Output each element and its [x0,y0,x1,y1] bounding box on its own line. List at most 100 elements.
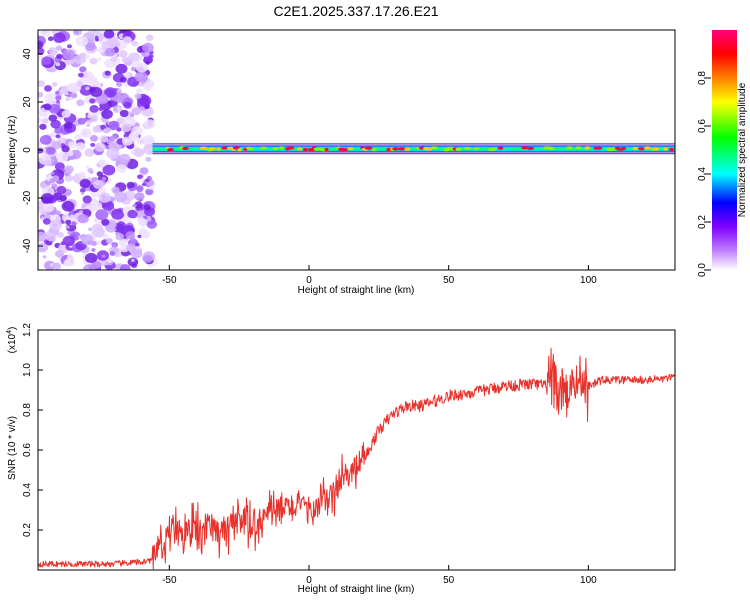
heatmap-noise-cell [101,254,106,258]
heatmap-noise-cell [55,152,69,163]
y-tick-label: 0.6 [22,443,33,457]
heatmap-noise-cell [67,230,72,235]
heatmap-noise-cell [98,192,112,203]
heatmap-signal-cell [632,147,639,151]
snr-x-axis-label: Height of straight line (km) [298,584,415,595]
heatmap-noise-cell [140,178,144,182]
heatmap-noise-cell [143,204,151,211]
heatmap-noise-cell [109,135,116,142]
heatmap-noise-cell [138,55,144,61]
heatmap-noise-cell [84,148,95,157]
heatmap-noise-cell [127,209,138,219]
colorbar-tick-label: 0.6 [697,119,708,133]
heatmap-signal-cell [492,147,497,151]
heatmap-noise-cell [119,238,128,247]
colorbar-tick-label: 0.0 [697,263,708,277]
spectrogram-heatmap [38,30,675,270]
heatmap-noise-cell [73,54,87,65]
heatmap-noise-cell [90,142,96,147]
heatmap-noise-cell [41,118,49,124]
heatmap-noise-cell [121,56,130,64]
heatmap-noise-cell [98,33,105,40]
heatmap-noise-cell [102,164,116,176]
heatmap-noise-cell [77,214,89,224]
heatmap-noise-cell [125,73,130,77]
heatmap-signal-cell [548,147,555,151]
heatmap-noise-cell [130,113,134,117]
y-tick-label: -20 [22,190,33,205]
heatmap-noise-cell [82,195,92,204]
heatmap-noise-cell [43,159,53,167]
heatmap-noise-cell [138,95,152,107]
heatmap-signal-cell [455,147,462,151]
heatmap-noise-cell [145,188,154,196]
heatmap-band [152,147,675,151]
heatmap-noise-cell [50,119,61,129]
heatmap-noise-cell [62,235,75,247]
heatmap-noise-cell [130,66,137,72]
heatmap-noise-cell [61,145,70,153]
snr-x-ticks: -50 0 50 100 [162,565,597,586]
heatmap-noise-cell [92,179,104,189]
heatmap-noise-cell [38,40,44,50]
heatmap-noise-cell [123,101,132,109]
x-tick-label: 100 [580,575,597,586]
heatmap-noise-cell [106,147,120,159]
heatmap-noise-cell [92,227,105,238]
heatmap-noise-cell [136,185,144,192]
heatmap-signal-cell [404,147,411,151]
heatmap-noise-cell [131,60,142,68]
heatmap-noise-cell [55,95,62,101]
heatmap-noise-cell [99,160,107,167]
heatmap-noise-cell [145,156,152,162]
heatmap-signal-cell [297,147,302,151]
heatmap-signal-cell [167,148,174,152]
heatmap-signal-cell [347,147,354,151]
heatmap-noise-cell [85,86,90,91]
heatmap-signal-cell [620,146,627,151]
heatmap-noise-cell [64,172,70,177]
heatmap-noise-cell [38,80,46,87]
heatmap-noise-cell [38,231,47,242]
heatmap-noise-cell [71,221,77,226]
heatmap-noise-cell [97,49,102,53]
x-tick-label: 50 [443,575,455,586]
heatmap-noise-cell [89,135,99,142]
heatmap-noise-cell [61,110,71,118]
heatmap-noise-cell [138,227,147,236]
heatmap-noise-cell [75,36,88,47]
heatmap-noise-cell [148,54,154,59]
heatmap-noise-cell [133,147,145,158]
heatmap-noise-cell [145,60,151,65]
heatmap-noise-cell [90,201,103,211]
x-tick-label: 50 [443,275,455,286]
heatmap-noise-cell [47,36,54,41]
heatmap-noise-cell [95,81,102,88]
heatmap-noise-cell [101,176,107,181]
y-tick-label: 1.2 [22,323,33,337]
heatmap-noise-cell [142,182,146,187]
heatmap-noise-cell [116,164,127,173]
heatmap-noise-cell [80,192,85,196]
heatmap-noise-cell [40,193,54,204]
heatmap-noise-cell [137,174,143,180]
heatmap-noise-cell [66,150,74,157]
y-tick-label: 0 [22,147,33,153]
heatmap-noise-cell [67,254,74,261]
heatmap-noise-cell [142,135,155,145]
heatmap-noise-cell [42,218,51,225]
heatmap-noise-cell [119,76,127,83]
heatmap-signal-cell [364,146,373,150]
colorbar-ticks: 0.0 0.2 0.4 0.6 0.8 [697,71,711,277]
heatmap-signal-cell [596,146,603,150]
heatmap-signal-cell [526,146,535,150]
heatmap-noise-cell [134,192,145,201]
heatmap-noise-cell [128,52,141,63]
heatmap-noise-cell [68,140,77,149]
heatmap-noise-cell [85,42,96,51]
heatmap-signal-cell [638,147,645,151]
heatmap-noise-cell [118,50,128,58]
heatmap-noise-cell [144,104,150,110]
heatmap-noise-cell [146,175,152,181]
